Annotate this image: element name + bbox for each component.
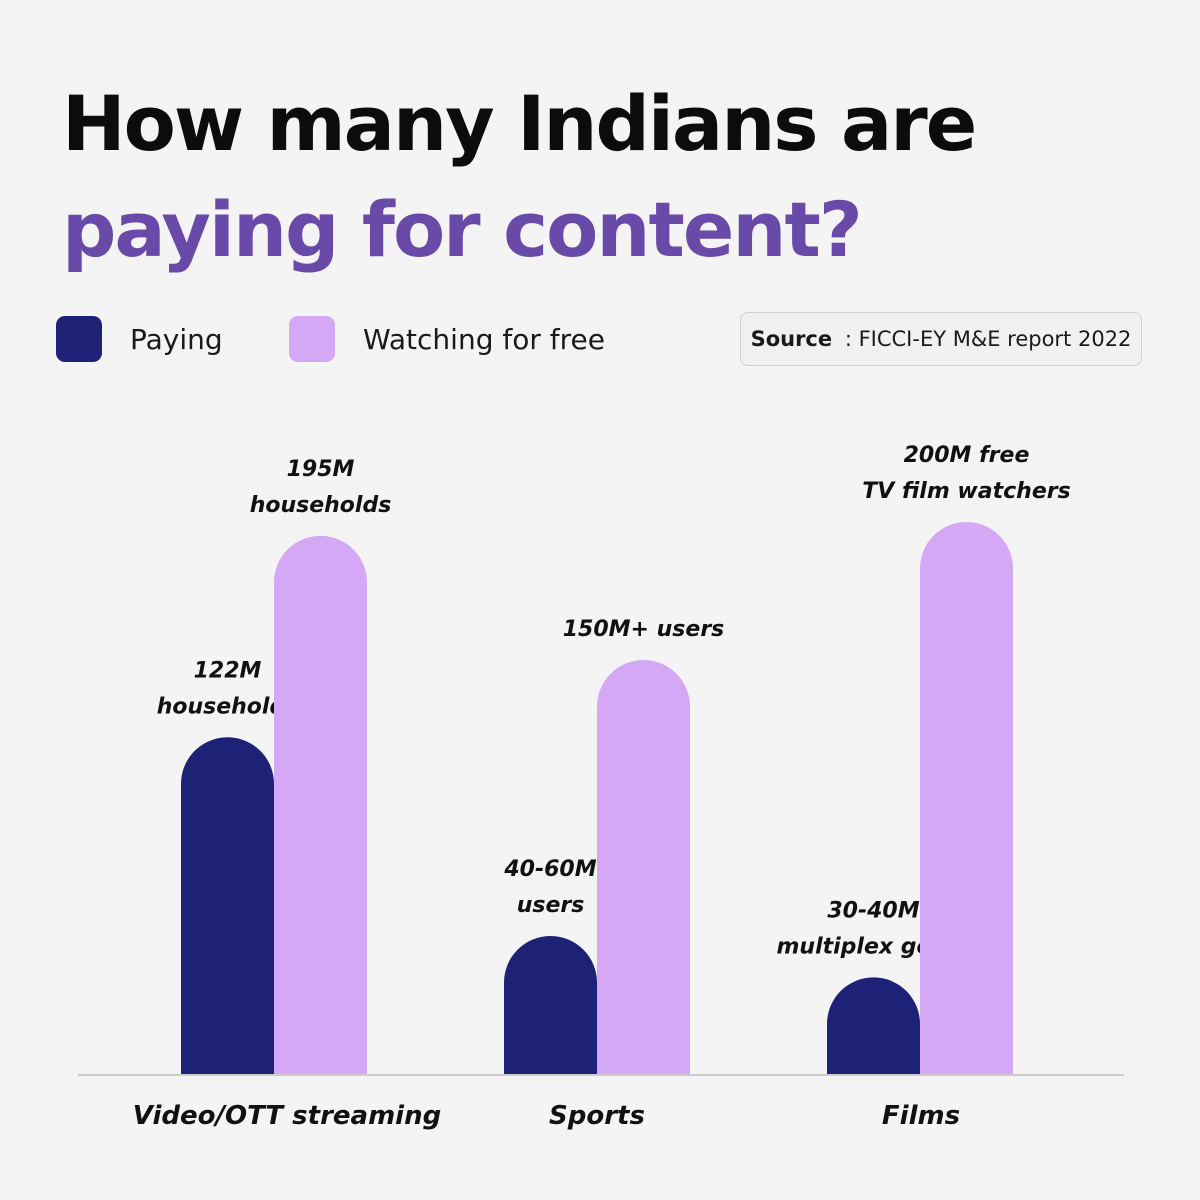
bar-paying-1: [504, 936, 597, 1074]
bar-free-0: [274, 535, 367, 1074]
chart-title-line1: How many Indians are: [62, 79, 977, 168]
source-badge: Source : FICCI-EY M&E report 2022: [740, 312, 1142, 366]
data-label-free-0-1: households: [250, 493, 392, 518]
bar-paying-2: [827, 977, 920, 1074]
legend-swatch-free: [289, 316, 335, 362]
data-label-free-2-0: 200M free: [904, 443, 1030, 468]
bar-free-2: [920, 522, 1013, 1074]
legend-item-paying: Paying: [56, 316, 223, 362]
data-label-paying-1-1: users: [517, 893, 585, 918]
data-label-free-2-1: TV film watchers: [862, 479, 1070, 504]
legend-item-free: Watching for free: [289, 316, 605, 362]
bar-paying-0: [181, 737, 274, 1074]
legend-swatch-paying: [56, 316, 102, 362]
data-label-free-0-0: 195M: [287, 457, 355, 482]
chart-title-line2: paying for content?: [62, 185, 863, 274]
bar-free-1: [597, 660, 690, 1074]
data-label-paying-1-0: 40-60M: [503, 857, 596, 882]
legend-label-paying: Paying: [130, 322, 223, 356]
category-label-2: Films: [882, 1101, 960, 1131]
category-label-0: Video/OTT streaming: [133, 1101, 441, 1131]
source-label: Source: [750, 327, 833, 351]
data-label-free-1-0: 150M+ users: [563, 617, 725, 642]
data-label-paying-0-0: 122M: [194, 658, 262, 683]
legend-label-free: Watching for free: [363, 322, 605, 356]
category-label-1: Sports: [549, 1101, 645, 1131]
data-label-paying-2-0: 30-40M: [827, 898, 919, 923]
source-separator: :: [838, 327, 859, 351]
source-text: FICCI-EY M&E report 2022: [858, 327, 1132, 351]
